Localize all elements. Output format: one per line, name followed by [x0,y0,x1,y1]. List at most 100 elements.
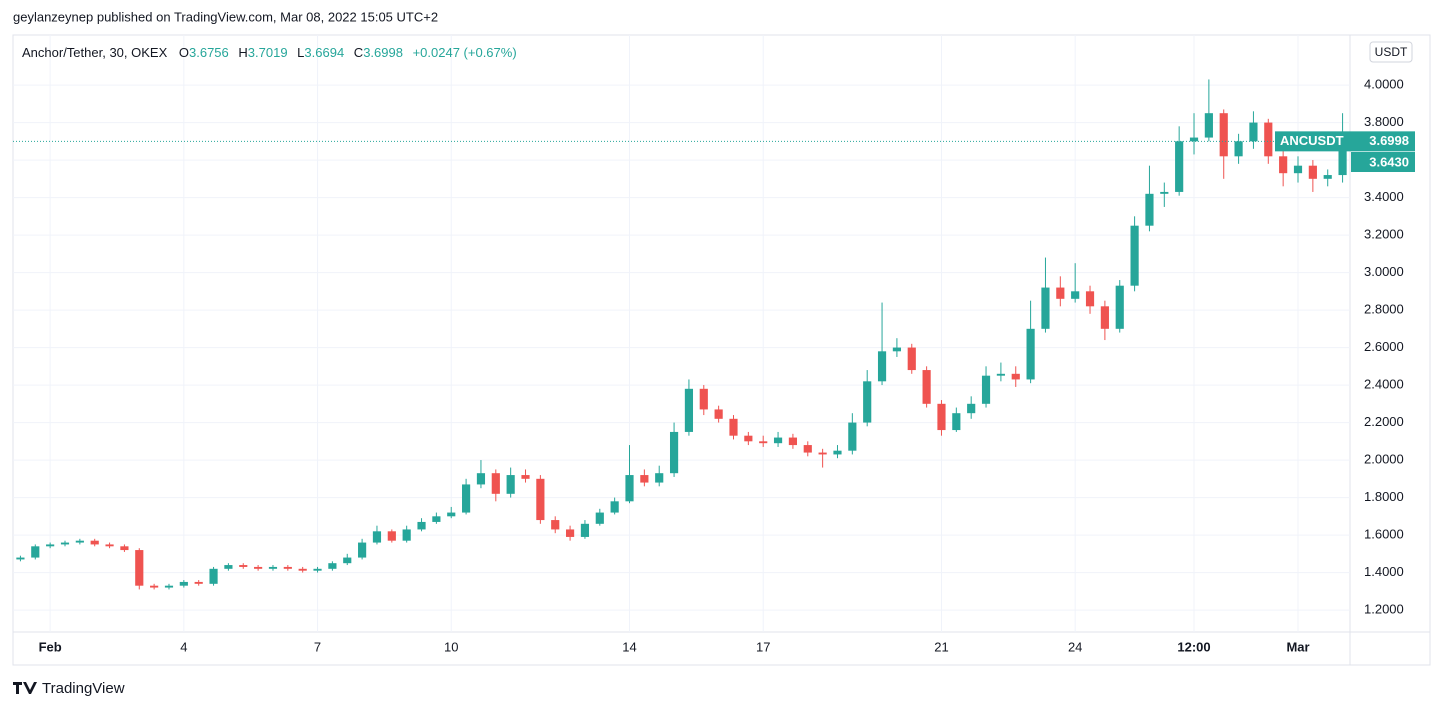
candle-body [937,403,946,431]
last-price-label: 3.6998 [1369,133,1409,148]
x-tick-label: 4 [180,639,187,654]
candle-body [1160,191,1169,194]
candle-body [224,565,233,569]
y-tick-label: 2.8000 [1364,302,1404,317]
candle-body [387,531,396,541]
candle-body [1234,141,1243,157]
candle-body [625,475,634,502]
x-tick-label: 12:00 [1177,639,1210,654]
candle-body [1204,113,1213,138]
candle-body [580,523,590,537]
last-price-badge [1275,131,1415,152]
candle-body [417,521,426,530]
candle-body [996,373,1005,376]
candle-body [669,431,679,474]
candle-body [1323,175,1332,179]
candle-body [1071,291,1080,299]
candle-body [684,388,694,432]
legend-change: +0.0247 (+0.67%) [413,45,517,60]
candle-body [1308,165,1317,179]
tv-logo: TradingView [13,680,125,697]
chart-frame [12,34,1431,666]
y-tick-label: 2.4000 [1364,377,1404,392]
publish-line: geylanzeynep published on TradingView.co… [13,9,438,24]
candle-body [1100,306,1109,329]
x-tick-label: 21 [934,639,948,654]
x-tick-label: 10 [444,639,458,654]
candle-body [952,413,961,431]
candle-body [476,473,486,485]
candle-body [447,512,456,517]
x-tick-label: 14 [622,639,636,654]
candle-body [462,484,471,513]
candle-body [922,370,931,404]
candle-body [803,445,812,453]
candle-body [551,520,560,530]
candle-body [432,516,441,522]
currency-label[interactable]: USDT [1375,45,1408,59]
logo-mark [13,682,37,694]
candle-body [328,563,337,569]
y-tick-label: 3.2000 [1364,227,1404,242]
candle-body [610,501,619,513]
candle-body [164,585,174,588]
legend-label: O [179,45,189,60]
brand: TradingView [42,680,125,697]
candle-body [75,540,84,543]
candle-body [120,546,129,551]
candle-body [655,473,664,483]
candle-body [1041,287,1050,329]
candle-body [135,550,144,586]
candle-body [863,381,872,423]
candle-body [1175,141,1184,192]
x-tick-label: Feb [39,639,62,654]
x-tick-label: 24 [1068,639,1082,654]
candle-body [848,422,857,451]
candle-body [1145,193,1154,226]
candle-body [699,388,708,410]
y-tick-label: 4.0000 [1364,77,1404,92]
candle-body [31,546,40,558]
candle-body [1085,291,1095,307]
candle-body [714,409,723,419]
y-tick-label: 2.2000 [1364,414,1404,429]
y-tick-label: 1.8000 [1364,489,1404,504]
legend: Anchor/Tether, 30, OKEX O3.6756 H3.7019 … [22,45,517,60]
candle-body [506,475,515,494]
candle-body [833,450,842,455]
candle-body [254,566,263,569]
x-tick-label: Mar [1286,639,1309,654]
candle-body [892,347,901,352]
candle-body [1219,113,1228,157]
candle-body [46,544,55,547]
candle-body [105,544,114,547]
candle-body [239,565,248,567]
legend-close: 3.6998 [363,45,403,60]
candle-body [759,441,768,444]
candle-body [1130,225,1139,286]
candle-body [1279,156,1288,174]
candle-body [595,512,604,524]
candle-body [491,473,500,494]
currency-button[interactable] [1369,41,1413,63]
candle-body [209,568,218,584]
legend-label: L [297,45,304,60]
candle-body [194,581,203,584]
candle-body [179,581,188,586]
candle-body [268,566,278,569]
candle-body [358,542,367,558]
candle-body [967,403,976,414]
y-tick-label: 2.6000 [1364,339,1404,354]
y-tick-label: 1.6000 [1364,527,1404,542]
candle-body [372,531,382,543]
legend-label: C [354,45,363,60]
legend-open: 3.6756 [189,45,229,60]
candle-body [1115,285,1124,329]
candle-body [16,557,25,560]
x-tick-label: 7 [314,639,321,654]
candle-body [90,540,99,545]
symbol-label: ANCUSDT [1280,133,1344,148]
candle-body [1189,137,1199,142]
candle-body [343,557,352,564]
